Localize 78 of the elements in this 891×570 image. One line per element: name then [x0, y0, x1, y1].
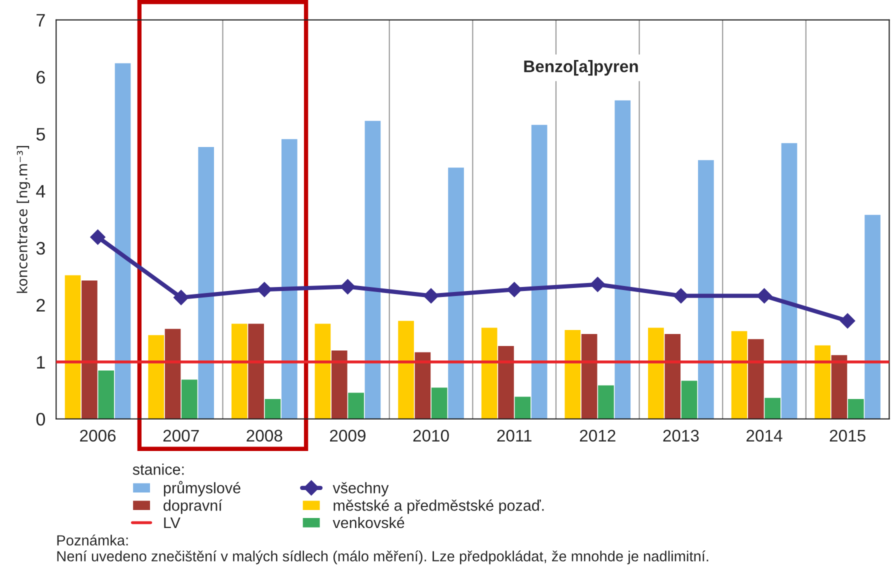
y-axis-title: koncentrace [ng.m⁻³]: [16, 146, 30, 293]
x-tick-label: 2013: [663, 430, 699, 442]
x-tick-label: 2008: [246, 430, 282, 442]
bar: [182, 380, 198, 419]
x-tick-label: 2009: [330, 430, 366, 442]
x-tick-label: 2012: [580, 430, 616, 442]
bar: [331, 350, 348, 419]
legend-label: dopravní: [164, 499, 222, 514]
y-tick-label: 1: [37, 356, 45, 368]
bar: [664, 334, 681, 419]
point: [340, 279, 356, 294]
bar: [364, 120, 381, 419]
y-tick-label: 6: [36, 70, 45, 84]
x-tick-label: 2007: [163, 430, 199, 442]
bar: [231, 324, 248, 419]
bar: [82, 280, 98, 419]
legend-label: venkovské: [332, 516, 404, 528]
bar: [598, 385, 614, 419]
y-tick-label: 5: [36, 128, 45, 141]
point: [590, 276, 606, 292]
bar: [781, 143, 798, 419]
legend-label: všechny: [332, 482, 389, 496]
x-tick-label: 2011: [497, 430, 532, 442]
bar: [731, 331, 748, 419]
bar: [581, 334, 598, 419]
bar: [348, 392, 364, 419]
bar: [564, 330, 581, 419]
bar: [148, 335, 164, 419]
text: Benzo[a]pyren: [524, 60, 638, 76]
y-tick-label: 4: [36, 185, 46, 198]
legend-title: stanice:: [132, 464, 184, 475]
bar: [481, 328, 498, 419]
point: [840, 313, 856, 328]
bar: [498, 346, 514, 419]
bar: [681, 380, 698, 419]
bar: [64, 275, 81, 419]
bar: [648, 328, 664, 419]
bar: [248, 324, 264, 419]
x-tick-label: 2014: [746, 430, 782, 442]
bar: [831, 355, 848, 419]
point: [506, 282, 522, 298]
bar: [698, 160, 714, 419]
point: [756, 288, 772, 304]
text: Poznámka: Není uvedeno znečištění v malých sídlech (málo měření). Lze předpokládat, že mnohde je nadlimitní.: [57, 534, 708, 564]
bar: [281, 139, 298, 419]
bar: [98, 370, 114, 419]
bar: [764, 398, 780, 419]
point: [256, 282, 272, 298]
x-tick-label: 2006: [80, 430, 116, 442]
bar: [748, 339, 764, 419]
bar: [514, 396, 531, 419]
bar: [414, 352, 431, 419]
bar: [848, 399, 864, 419]
legend-label: průmyslové: [164, 480, 240, 496]
bar: [198, 147, 214, 419]
bar: [431, 388, 448, 419]
y-tick-label: 2: [36, 298, 45, 312]
bar: [448, 168, 464, 419]
y-tick-label: 3: [36, 242, 45, 255]
x-tick-label: 2015: [830, 430, 866, 442]
bar: [164, 328, 181, 419]
bar: [264, 399, 281, 419]
y-tick-label: 7: [36, 14, 45, 26]
point: [673, 288, 689, 304]
point: [90, 230, 106, 245]
bar: [314, 324, 331, 419]
bar: [864, 214, 880, 419]
y-tick-label: 0: [36, 412, 46, 426]
x-tick-label: 2010: [413, 430, 449, 442]
bar: [398, 320, 414, 419]
point: [423, 288, 439, 304]
bar: [614, 100, 631, 419]
legend-label: městské a předměstské pozaď.: [334, 499, 544, 514]
bar: [531, 124, 548, 419]
bar: [814, 345, 830, 419]
bar: [114, 63, 131, 419]
point: [174, 290, 189, 306]
legend-label: LV: [164, 518, 180, 528]
